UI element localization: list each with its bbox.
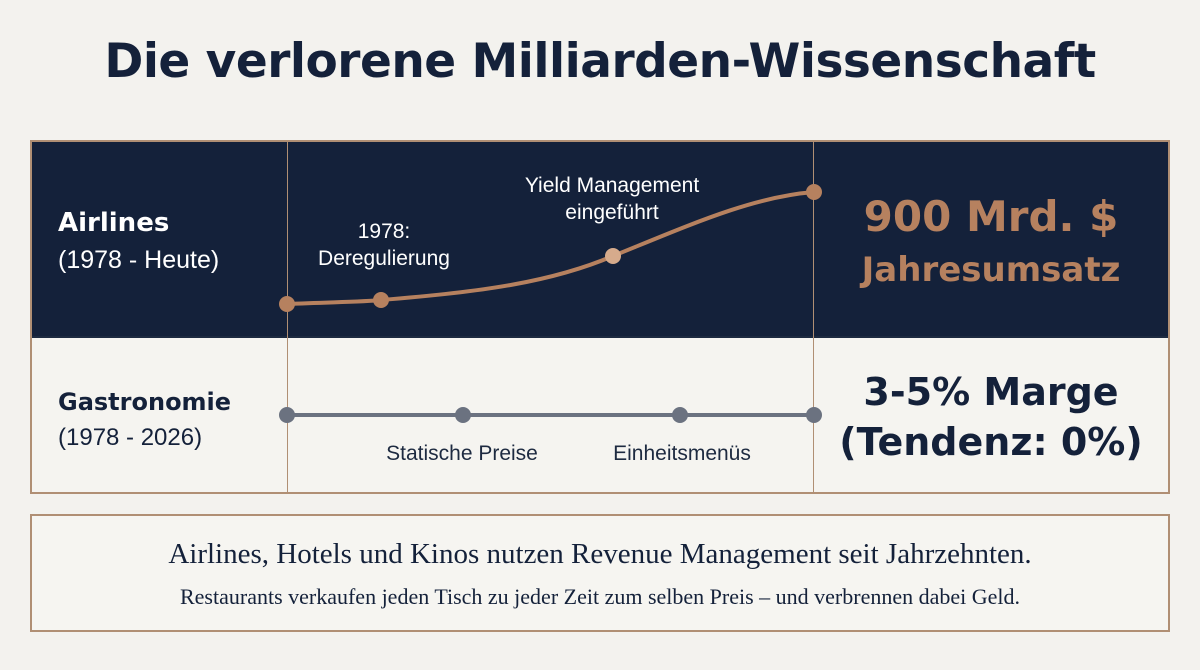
- gastronomy-period: (1978 - 2026): [58, 424, 203, 451]
- page-title: Die verlorene Milliarden-Wissenschaft: [104, 34, 1096, 89]
- annotation-uniform-menus: Einheitsmenüs: [613, 442, 751, 465]
- airlines-revenue-value: 900 Mrd. $: [863, 192, 1119, 241]
- annotation-static-prices: Statische Preise: [386, 442, 538, 465]
- gastronomy-point-uniform-menus: [672, 407, 688, 423]
- comparison-table: Airlines (1978 - Heute) 1978: Deregulier…: [30, 140, 1170, 494]
- summary-line-1: Airlines, Hotels und Kinos nutzen Revenu…: [168, 538, 1032, 570]
- airlines-row: Airlines (1978 - Heute) 1978: Deregulier…: [32, 142, 1168, 336]
- gastronomy-point-start: [279, 407, 295, 423]
- gastronomy-label: Gastronomie: [58, 388, 232, 416]
- column-divider-left: [287, 142, 288, 492]
- gastronomy-point-static-prices: [455, 407, 471, 423]
- airlines-growth-curve: [286, 190, 815, 306]
- airlines-point-end: [806, 184, 822, 200]
- airlines-point-deregulation: [373, 292, 389, 308]
- summary-line-2: Restaurants verkaufen jeden Tisch zu jed…: [179, 584, 1021, 609]
- gastronomy-margin-value: 3-5% Marge: [863, 370, 1119, 414]
- gastronomy-margin-trend: (Tendenz: 0%): [839, 420, 1143, 464]
- timeline-graphic: [279, 184, 822, 423]
- airlines-point-start: [279, 296, 295, 312]
- airlines-revenue-label: Jahresumsatz: [861, 250, 1121, 290]
- gastronomy-point-end: [806, 407, 822, 423]
- airlines-period: (1978 - Heute): [58, 246, 220, 274]
- annotation-yield-management: Yield Management eingeführt: [524, 174, 700, 224]
- summary-box: Airlines, Hotels und Kinos nutzen Revenu…: [30, 514, 1170, 632]
- airlines-label: Airlines: [58, 208, 170, 238]
- annotation-deregulation: 1978: Deregulierung: [318, 220, 450, 270]
- column-divider-right: [813, 142, 814, 492]
- airlines-point-yield-management: [605, 248, 621, 264]
